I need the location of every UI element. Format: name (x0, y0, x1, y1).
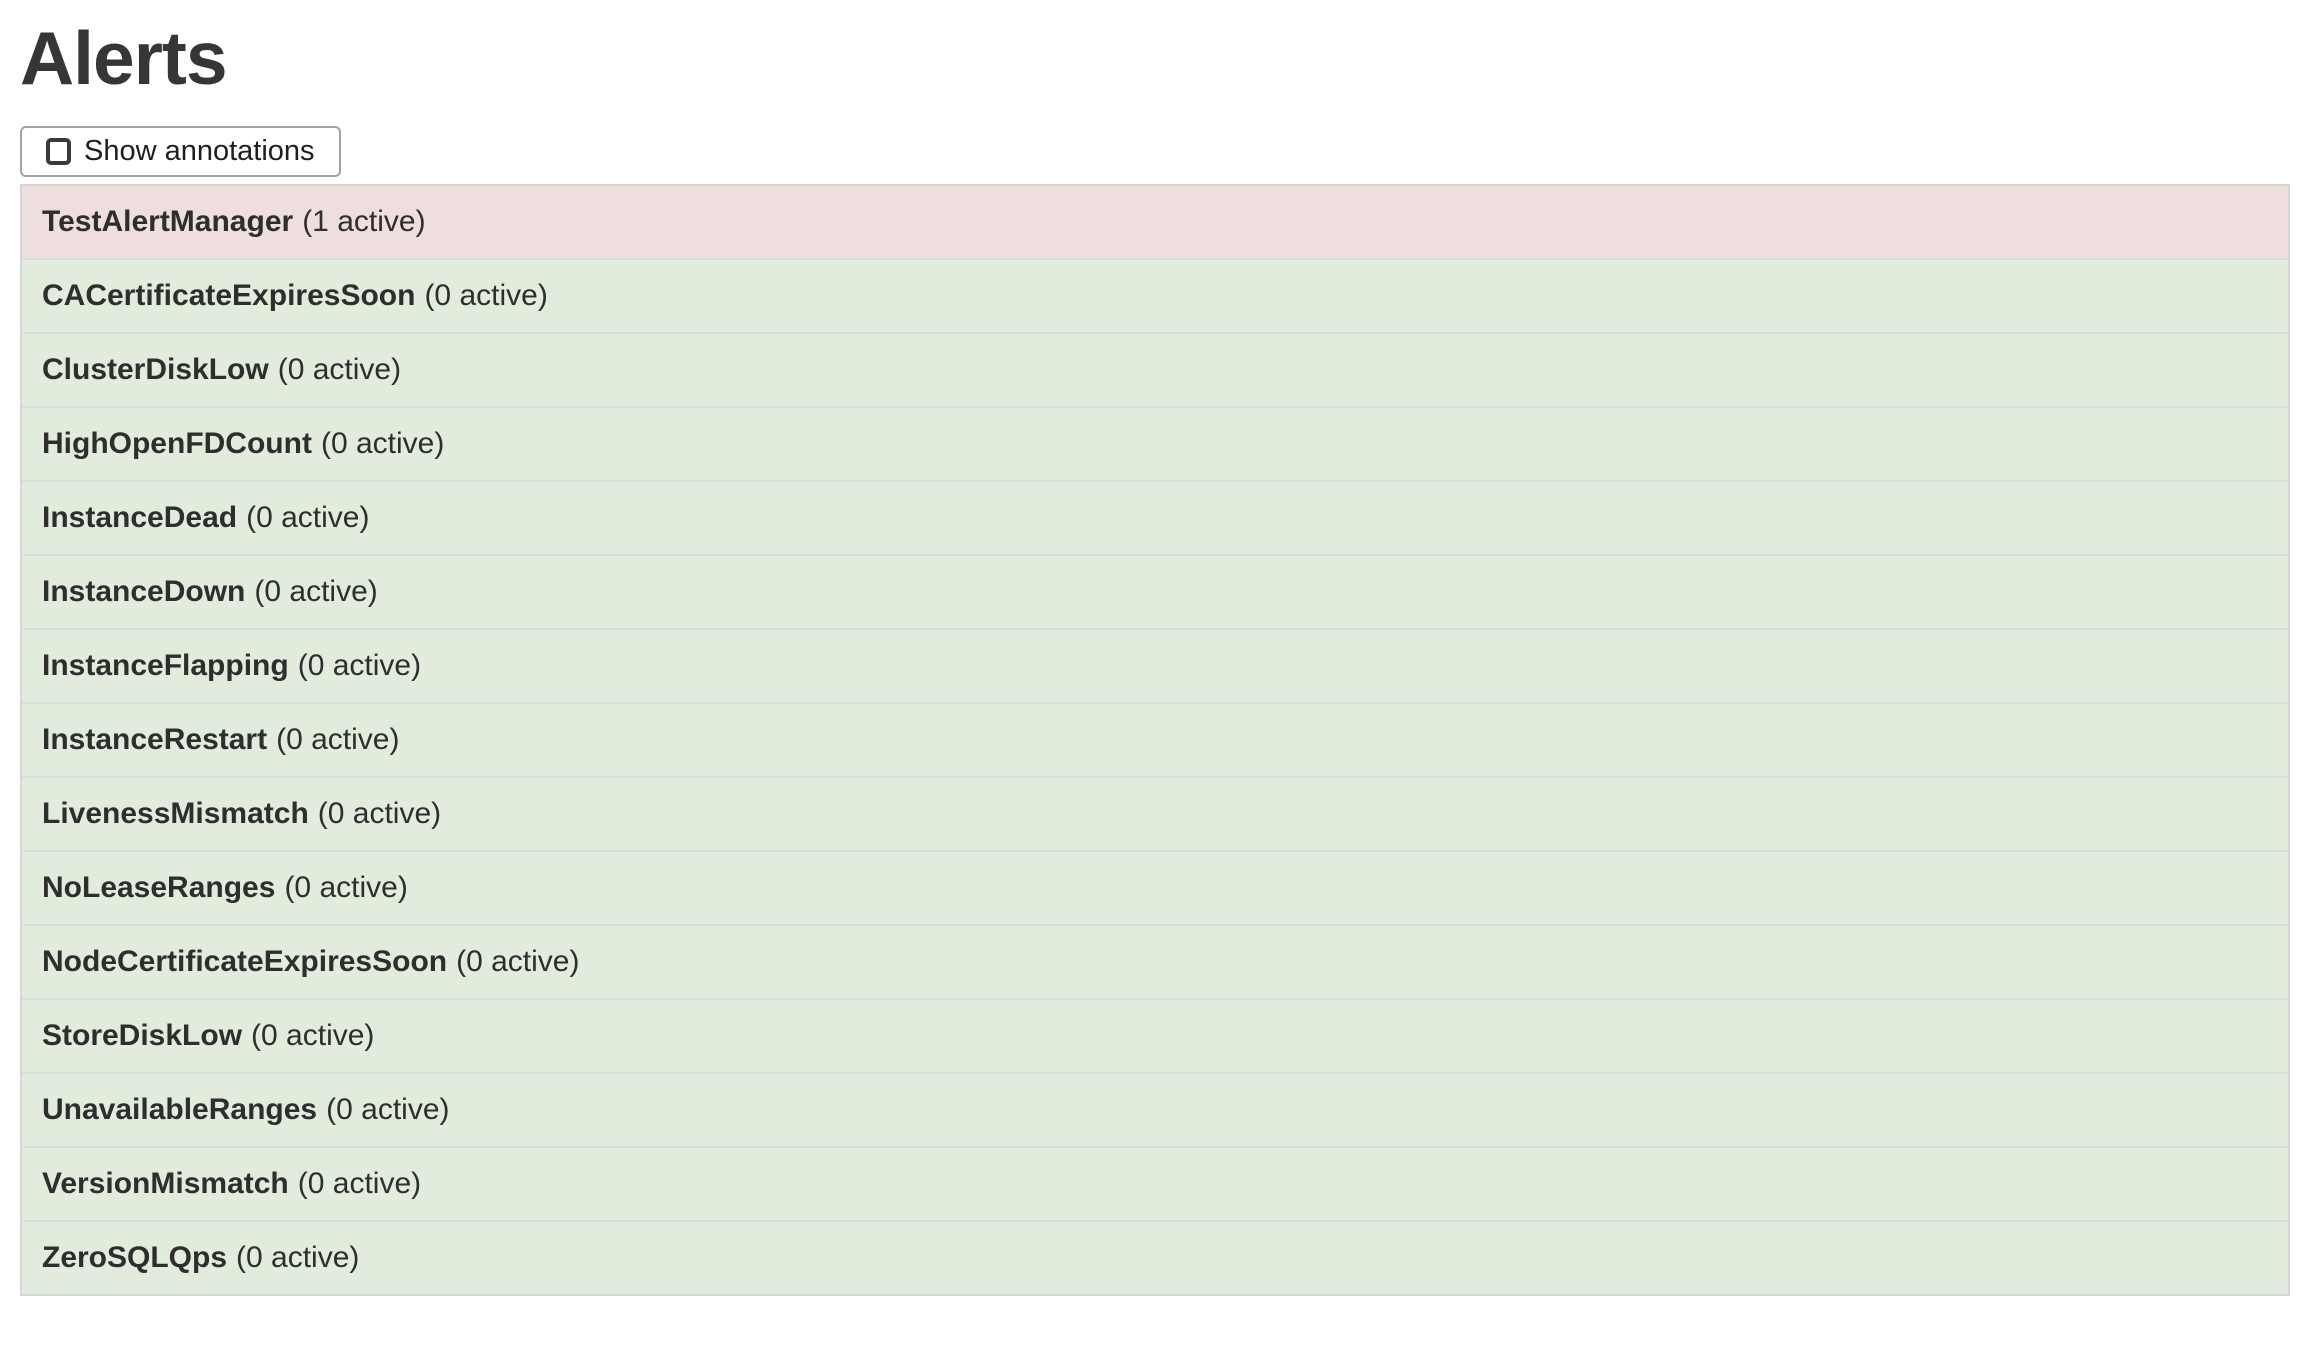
alert-active-count: (0 active) (320, 427, 445, 460)
alert-row[interactable]: CACertificateExpiresSoon (0 active) (22, 260, 2288, 334)
alert-name: CACertificateExpiresSoon (42, 279, 416, 312)
alert-row[interactable]: VersionMismatch (0 active) (22, 1148, 2288, 1222)
alert-active-count: (0 active) (424, 279, 548, 312)
alert-name: InstanceDead (42, 501, 238, 534)
alert-row[interactable]: TestAlertManager (1 active) (22, 186, 2288, 260)
alert-active-count: (0 active) (251, 1019, 375, 1052)
alert-name: UnavailableRanges (42, 1093, 318, 1126)
alert-active-count: (0 active) (276, 723, 400, 756)
alert-name: VersionMismatch (42, 1167, 289, 1200)
alert-name: TestAlertManager (42, 205, 294, 238)
page-title: Alerts (20, 16, 228, 100)
alert-name: ZeroSQLQps (42, 1241, 228, 1274)
alert-row[interactable]: NodeCertificateExpiresSoon (0 active) (22, 926, 2288, 1000)
alert-name: StoreDiskLow (42, 1019, 243, 1052)
alert-name: InstanceFlapping (42, 649, 289, 682)
alert-active-count: (0 active) (297, 649, 422, 682)
alert-row[interactable]: UnavailableRanges (0 active) (22, 1074, 2288, 1148)
alert-name: NoLeaseRanges (42, 871, 276, 904)
alert-row[interactable]: InstanceDead (0 active) (22, 482, 2288, 556)
alert-active-count: (0 active) (284, 871, 408, 904)
alert-row[interactable]: LivenessMismatch (0 active) (22, 778, 2288, 852)
alert-active-count: (0 active) (317, 797, 442, 830)
alert-active-count: (1 active) (302, 205, 426, 238)
alert-active-count: (0 active) (277, 353, 402, 386)
alert-row[interactable]: HighOpenFDCount (0 active) (22, 408, 2288, 482)
alert-active-count: (0 active) (297, 1167, 422, 1200)
alert-row[interactable]: ZeroSQLQps (0 active) (22, 1222, 2288, 1294)
show-annotations-button[interactable]: Show annotations (20, 126, 341, 177)
alert-row[interactable]: InstanceRestart (0 active) (22, 704, 2288, 778)
checkbox-unchecked-icon[interactable] (46, 138, 71, 165)
alert-name: LivenessMismatch (42, 797, 309, 830)
alert-active-count: (0 active) (254, 575, 378, 608)
alert-name: ClusterDiskLow (42, 353, 269, 386)
alert-name: HighOpenFDCount (42, 427, 312, 460)
alert-active-count: (0 active) (456, 945, 580, 978)
alert-row[interactable]: InstanceDown (0 active) (22, 556, 2288, 630)
alert-row[interactable]: NoLeaseRanges (0 active) (22, 852, 2288, 926)
alert-name: InstanceRestart (42, 723, 268, 756)
show-annotations-label: Show annotations (84, 135, 315, 167)
alerts-list: TestAlertManager (1 active) CACertificateE… (20, 184, 2290, 1296)
alert-name: NodeCertificateExpiresSoon (42, 945, 448, 978)
alert-active-count: (0 active) (246, 501, 370, 534)
alert-row[interactable]: ClusterDiskLow (0 active) (22, 334, 2288, 408)
alert-name: InstanceDown (42, 575, 246, 608)
alert-active-count: (0 active) (326, 1093, 450, 1126)
alert-active-count: (0 active) (236, 1241, 360, 1274)
alert-row[interactable]: InstanceFlapping (0 active) (22, 630, 2288, 704)
alert-row[interactable]: StoreDiskLow (0 active) (22, 1000, 2288, 1074)
